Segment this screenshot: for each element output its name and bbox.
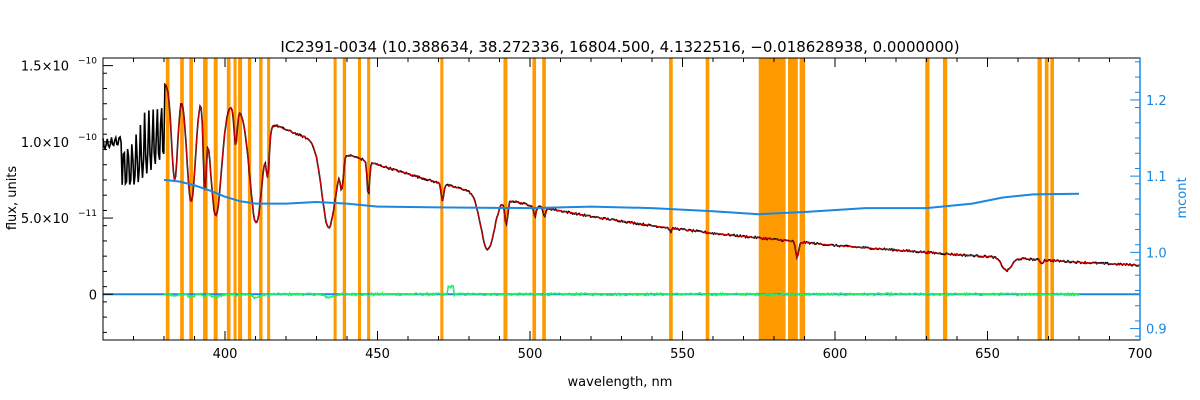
masked-region-band [189,58,193,340]
observed-spectrum-series [102,82,1140,273]
masked-region-band [799,58,806,340]
residual-series [163,284,1080,300]
masked-region-band [1037,58,1042,340]
x-tick-label: 450 [365,347,390,362]
masked-region-band [367,58,371,340]
y-tick-exponent: −11 [78,209,97,219]
chart-title: IC2391-0034 (10.388634, 38.272336, 16804… [280,38,959,56]
right-tick-label: 1.1 [1146,170,1167,185]
right-tick-label: 0.9 [1146,323,1167,338]
masked-region-band [925,58,930,340]
x-axis-label: wavelength, nm [568,375,673,390]
y-tick-label: 0 [89,288,97,303]
masked-region-band [669,58,673,340]
x-tick-label: 650 [975,347,1000,362]
masked-region-band [226,58,231,340]
y-axis-ticks: 0 5.0×10 −11 1.0×10 −10 1.5×10 −10 [21,57,113,333]
x-tick-label: 700 [1128,347,1153,362]
x-tick-label: 600 [823,347,848,362]
model-fit-series [163,84,1140,271]
masked-region-band [213,58,218,340]
right-tick-label: 1.0 [1146,246,1167,261]
y-tick-label: 1.5×10 [21,60,69,75]
masked-region-band [758,58,786,340]
masked-region-band [180,58,184,340]
x-tick-label: 550 [670,347,695,362]
y-axis-label: flux, units [5,166,20,231]
masked-region-band [267,58,271,340]
x-tick-label: 500 [518,347,543,362]
masked-region-band [357,58,362,340]
right-axis-ticks: 0.9 1.0 1.1 1.2 [1130,58,1167,340]
masked-region-band [1050,58,1054,340]
masked-region-band [542,58,546,340]
right-axis-label: mcont [1175,177,1190,218]
masked-region-band [247,58,252,340]
masked-region-band [532,58,537,340]
y-tick-label: 1.0×10 [21,136,69,151]
y-tick-exponent: −10 [78,57,97,67]
masked-region-band [942,58,948,340]
masked-regions [165,58,1054,340]
data-series [102,82,1140,300]
masked-region-band [705,58,710,340]
masked-region-band [203,58,208,340]
continuum-series [163,178,1080,216]
y-tick-label: 5.0×10 [21,212,69,227]
masked-region-band [1044,58,1049,340]
right-tick-label: 1.2 [1146,94,1167,109]
x-axis-ticks: 400 450 500 550 600 650 700 [102,58,1153,362]
y-tick-exponent: −10 [78,133,97,143]
masked-region-band [342,58,347,340]
x-tick-label: 400 [213,347,238,362]
masked-region-band [165,58,170,340]
masked-region-band [238,58,243,340]
masked-region-band [788,58,798,340]
masked-region-band [503,58,508,340]
